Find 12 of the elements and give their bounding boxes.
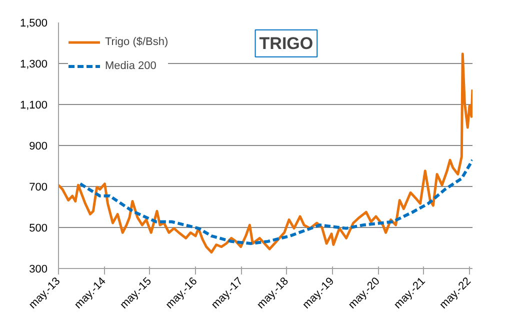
y-tick-label: 900: [29, 140, 48, 152]
y-tick-label: 500: [29, 222, 48, 234]
line-series: [78, 158, 472, 245]
y-tick-label: 1,500: [20, 18, 48, 30]
y-tick-label: 700: [29, 182, 48, 194]
y-tick-label: 1,100: [20, 100, 48, 112]
legend-label: Media 200: [105, 60, 156, 72]
legend-label: Trigo ($/Bsh): [105, 36, 168, 48]
y-tick-label: 300: [29, 264, 48, 276]
line-series: [58, 52, 472, 254]
text: TRIGO: [259, 34, 314, 53]
y-tick-label: 1,300: [20, 58, 48, 70]
